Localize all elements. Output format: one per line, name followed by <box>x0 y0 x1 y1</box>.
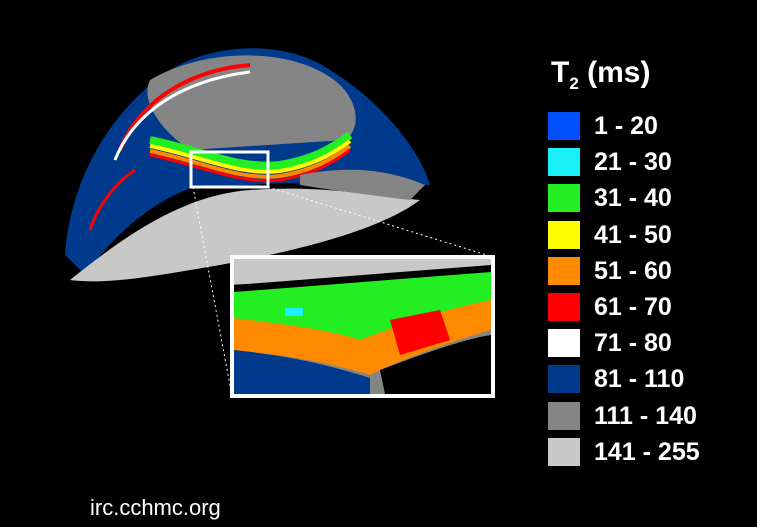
legend-label: 111 - 140 <box>594 400 697 432</box>
legend-label: 31 - 40 <box>594 182 672 214</box>
legend-label: 81 - 110 <box>594 363 684 395</box>
credit: irc.cchmc.org <box>90 495 221 521</box>
page: T2 (ms) 1 - 20 21 - 30 31 - 40 41 - 50 51 - … <box>0 0 757 527</box>
legend-label: 21 - 30 <box>594 146 672 178</box>
legend-label: 61 - 70 <box>594 291 672 323</box>
legend-swatch <box>548 329 580 357</box>
legend-label: 41 - 50 <box>594 219 672 251</box>
legend-swatch <box>548 148 580 176</box>
legend-title-text: T <box>551 56 569 89</box>
legend-title-unit: (ms) <box>587 56 650 89</box>
legend-title-subscript: 2 <box>569 74 578 93</box>
legend-swatch <box>548 221 580 249</box>
legend-label: 51 - 60 <box>594 255 672 287</box>
legend-title: T2 (ms) <box>551 56 650 94</box>
legend-swatch <box>548 293 580 321</box>
legend-label: 71 - 80 <box>594 327 672 359</box>
legend-swatch <box>548 112 580 140</box>
legend-swatch <box>548 438 580 466</box>
legend-label: 1 - 20 <box>594 110 658 142</box>
legend-label: 141 - 255 <box>594 436 700 468</box>
legend-swatch <box>548 257 580 285</box>
legend-swatch <box>548 402 580 430</box>
legend-swatch <box>548 365 580 393</box>
legend-swatch <box>548 184 580 212</box>
